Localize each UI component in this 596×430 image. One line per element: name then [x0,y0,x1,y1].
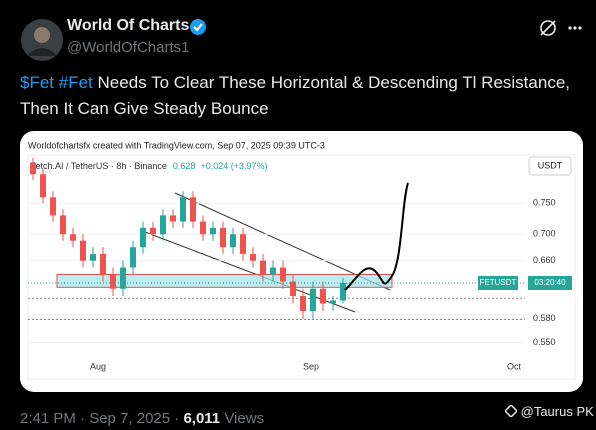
x-tick-label: Aug [90,361,106,371]
symbol-tag: FETUSDT [480,278,517,287]
image-card[interactable]: Worldofchartsfx created with TradingView… [20,131,583,392]
candle-body [140,227,146,248]
candle-body [130,247,136,268]
chart: Worldofchartsfx created with TradingView… [27,140,576,380]
candle-body [120,267,126,289]
candle-body [290,281,296,297]
candle-body [250,253,256,261]
candle-body [230,234,236,248]
candle-body [220,227,226,248]
watermark: @Taurus PK [503,403,594,419]
candle-body [340,282,346,301]
candle-body [210,227,216,235]
candle-body [300,296,306,312]
watermark-text: @Taurus PK [520,404,594,419]
cashtag[interactable]: $Fet [20,73,55,92]
hashtag[interactable]: #Fet [58,73,93,92]
candle-body [190,197,196,222]
candle-body [320,288,326,304]
post-meta: 2:41 PM · Sep 7, 2025 · 6,011 Views [20,410,264,427]
author-handle[interactable]: @WorldOfCharts1 [67,39,190,56]
candle-body [260,260,266,275]
views-count: 6,011 [183,410,221,427]
chart-panel [27,154,576,380]
candle-body [170,215,176,222]
last-price: 0.628 [173,161,196,171]
candle-body [30,163,36,175]
x-tick-label: Oct [507,361,522,371]
views-label: Views [224,410,265,427]
candle-body [90,253,96,261]
resistance-zone [56,273,393,288]
y-tick-label: 0.550 [533,337,556,347]
candle-body [200,221,206,235]
price-tag [478,275,518,290]
currency-label: USDT [538,160,563,170]
verified-badge [190,19,206,35]
symbol-info-text: Fetch.AI / TetherUS · 8h · Binance [30,161,167,171]
candle-body [240,234,246,254]
candle-body [160,215,166,235]
candle-body [330,300,336,304]
avatar[interactable] [20,18,64,62]
post-text: $Fet #Fet Needs To Clear These Horizonta… [20,70,570,122]
price-change: +0.024 (+3.97%) [200,161,267,171]
y-tick-label: 0.580 [533,313,556,323]
author-name[interactable]: World Of Charts [67,17,190,34]
countdown-tag [528,275,572,290]
candle-body [280,267,286,282]
x-tick-label: Sep [303,361,319,371]
chart-credit: Worldofchartsfx created with TradingView… [28,140,325,150]
candle-body [40,174,46,198]
countdown: 03:20:40 [534,278,566,287]
projection-curve [344,182,409,291]
y-tick-label: 0.700 [533,229,556,239]
candle-body [50,197,56,216]
currency-box [528,156,572,176]
symbol-info: Fetch.AI / TetherUS · 8h · Binance 0.628 +… [30,161,268,171]
y-tick-label: 0.750 [533,198,556,208]
candle-body [310,288,316,312]
text-line: Then It Can Give Steady Bounce [20,99,269,118]
post-time[interactable]: 2:41 PM · Sep 7, 2025 · [20,410,180,427]
header-icons[interactable] [538,18,586,38]
candle-body [100,253,106,275]
watermark-icon [503,403,519,419]
candle-body [110,274,116,289]
trend-line [174,192,391,291]
candle-body [270,267,276,275]
candle-body [70,234,76,241]
candle-body [80,240,86,261]
candle-body [180,197,186,222]
y-tick-label: 0.660 [533,255,556,265]
text-line: Needs To Clear These Horizontal & Descen… [97,73,570,92]
candle-body [150,227,156,235]
candle-body [60,215,66,235]
